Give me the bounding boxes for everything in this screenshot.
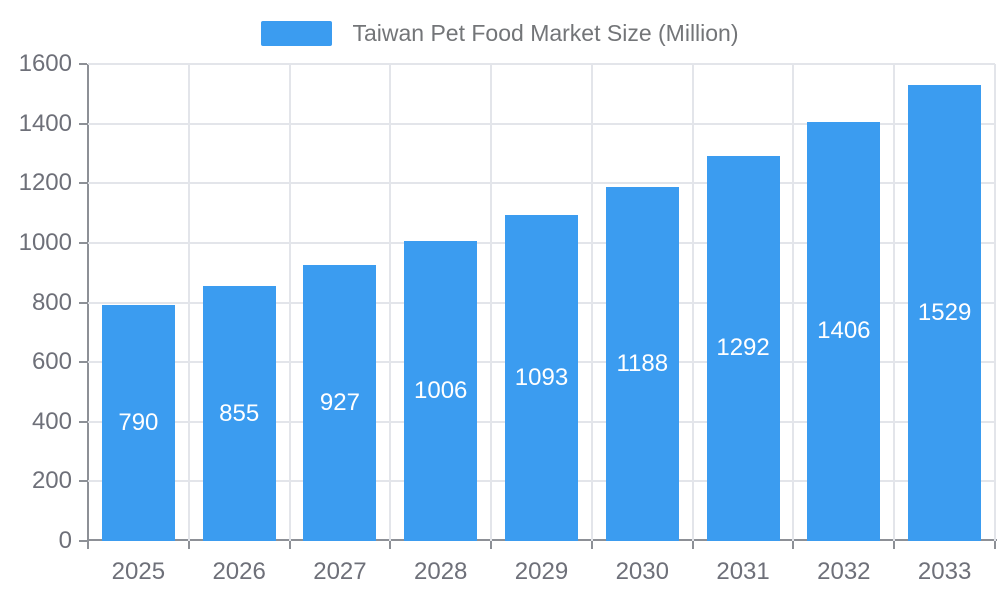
y-axis-label: 400: [31, 407, 72, 435]
y-axis-label: 1400: [18, 109, 72, 137]
y-axis-label: 600: [31, 348, 72, 376]
v-gridline: [590, 64, 593, 541]
y-axis-label: 200: [31, 467, 72, 495]
bar-2032[interactable]: 1406: [807, 121, 881, 541]
y-axis-label: 1200: [18, 169, 72, 197]
v-gridline: [490, 64, 493, 541]
y-axis-tick: [79, 182, 87, 185]
x-axis-tick: [490, 541, 493, 549]
v-gridline: [288, 64, 291, 541]
bar-value-label: 927: [319, 388, 360, 416]
bar-2030[interactable]: 1188: [605, 186, 679, 541]
x-axis-label-2029: 2029: [514, 558, 569, 585]
y-axis-tick: [79, 361, 87, 364]
x-axis-tick: [288, 541, 291, 549]
h-gridline: [88, 122, 995, 125]
chart-legend[interactable]: Taiwan Pet Food Market Size (Million): [0, 14, 1000, 52]
bar-2025[interactable]: 790: [101, 305, 175, 541]
y-axis-tick: [79, 301, 87, 304]
bar-value-label: 855: [219, 399, 260, 427]
x-axis-label-2032: 2032: [817, 558, 871, 585]
bar-2027[interactable]: 927: [303, 264, 377, 541]
bar-value-label: 790: [118, 409, 159, 437]
x-axis-label-2028: 2028: [414, 558, 468, 585]
y-axis-tick: [79, 480, 87, 483]
x-axis-tick: [87, 541, 89, 549]
bar-value-label: 1529: [917, 299, 972, 327]
y-axis-label: 0: [58, 527, 72, 554]
bar-2031[interactable]: 1292: [706, 155, 780, 541]
x-axis-tick: [893, 541, 896, 549]
plot-area: 790 855 927 1006 1093 1188 1292 1406 1529: [88, 63, 996, 541]
x-axis-tick: [691, 541, 694, 549]
y-axis-tick: [79, 241, 87, 244]
x-axis-label-2033: 2033: [917, 558, 972, 585]
bar-value-label: 1406: [817, 317, 871, 345]
x-axis-tick: [994, 541, 996, 549]
x-axis-tick: [792, 541, 795, 549]
y-axis-label: 800: [31, 288, 72, 316]
bar-value-label: 1292: [716, 334, 770, 362]
bar-2033[interactable]: 1529: [908, 85, 982, 541]
v-gridline: [187, 64, 190, 541]
v-gridline: [389, 64, 392, 541]
y-axis-label: 1000: [18, 228, 72, 256]
y-axis-tick: [79, 63, 87, 65]
bar-2029[interactable]: 1093: [505, 215, 578, 541]
y-axis-tick: [79, 540, 87, 542]
y-axis-line: [87, 64, 89, 549]
x-axis-label-2031: 2031: [716, 558, 770, 585]
h-gridline: [88, 63, 995, 65]
x-axis-label-2027: 2027: [313, 558, 367, 585]
legend-label: Taiwan Pet Food Market Size (Million): [352, 19, 739, 46]
v-gridline: [691, 64, 694, 541]
y-axis-label: 1600: [18, 50, 72, 77]
x-axis-tick: [590, 541, 593, 549]
h-gridline: [88, 182, 995, 185]
x-axis-label-2030: 2030: [615, 558, 669, 585]
x-axis-tick: [389, 541, 392, 549]
v-gridline: [994, 64, 996, 541]
y-axis-tick: [79, 420, 87, 423]
bar-value-label: 1093: [514, 364, 569, 392]
bar-value-label: 1188: [616, 349, 669, 377]
x-axis-label-2026: 2026: [212, 558, 266, 585]
v-gridline: [893, 64, 896, 541]
bar-2028[interactable]: 1006: [404, 241, 478, 541]
v-gridline: [792, 64, 795, 541]
x-axis-label-2025: 2025: [111, 558, 166, 585]
bar-2026[interactable]: 855: [202, 286, 276, 541]
bar-value-label: 1006: [414, 377, 468, 405]
y-axis-tick: [79, 122, 87, 125]
legend-swatch-icon: [261, 20, 333, 46]
x-axis-tick: [187, 541, 190, 549]
